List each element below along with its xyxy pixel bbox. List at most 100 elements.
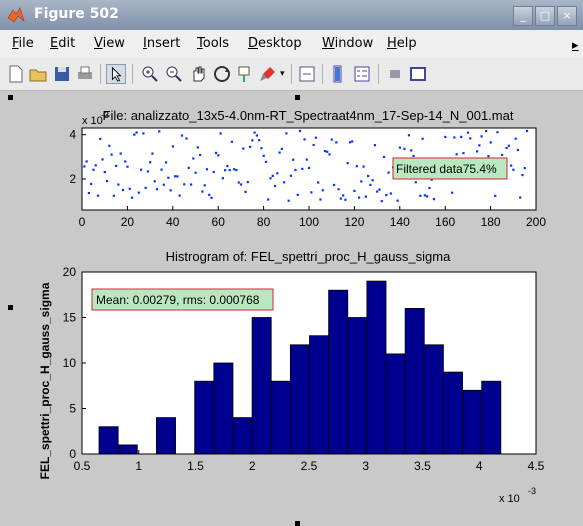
scatter-point — [83, 165, 86, 168]
menu-file[interactable]: File — [12, 36, 34, 51]
scatter-point — [226, 164, 229, 168]
legend-icon[interactable] — [352, 64, 372, 84]
histogram-bar — [328, 289, 349, 455]
bottom-annotation-text: Mean: 0.00279, rms: 0.000768 — [96, 293, 260, 307]
x-tick-label: 140 — [390, 215, 410, 229]
scatter-point — [423, 194, 426, 197]
scatter-point — [367, 174, 370, 178]
selection-handle[interactable] — [295, 521, 300, 526]
scatter-point — [369, 183, 372, 187]
scatter-point — [296, 193, 299, 196]
scatter-point — [376, 190, 379, 193]
y-tick-label: 4 — [69, 128, 76, 142]
x-tick-label: 60 — [212, 215, 226, 229]
scatter-point — [121, 188, 125, 192]
zoom-out-icon[interactable] — [164, 64, 184, 84]
scatter-point — [373, 144, 377, 147]
histogram-bar — [366, 280, 387, 455]
scatter-point — [260, 147, 263, 150]
scatter-point — [115, 164, 118, 167]
scatter-point — [339, 197, 342, 200]
scatter-point — [262, 154, 265, 157]
scatter-point — [162, 183, 165, 186]
scatter-point — [246, 180, 249, 184]
x-tick-label: 40 — [166, 215, 180, 229]
scatter-point — [248, 145, 252, 148]
link-plot-icon[interactable] — [297, 64, 317, 84]
scatter-point — [230, 140, 234, 143]
menu-insert[interactable]: Insert — [143, 36, 181, 51]
scatter-point — [444, 135, 447, 139]
selection-handle[interactable] — [295, 95, 300, 100]
menu-overflow-arrow[interactable]: ▸ — [572, 38, 579, 53]
select-arrow-icon[interactable] — [106, 64, 126, 84]
brush-icon[interactable] — [258, 64, 278, 84]
menu-desktop[interactable]: Desktop — [248, 36, 302, 51]
histogram-bar — [309, 335, 330, 455]
maximize-button[interactable]: □ — [535, 6, 555, 26]
scatter-point — [253, 131, 256, 134]
histogram-bar — [462, 389, 483, 455]
scatter-point — [485, 129, 488, 133]
scatter-point — [310, 191, 313, 194]
scatter-point — [183, 183, 186, 186]
scatter-point — [389, 192, 392, 195]
scatter-point — [357, 196, 361, 199]
scatter-point — [332, 183, 336, 187]
scatter-point — [90, 182, 93, 186]
close-button[interactable]: × — [557, 6, 577, 26]
scatter-point — [494, 194, 497, 197]
menu-tools[interactable]: Tools — [197, 36, 230, 51]
scatter-point — [233, 168, 236, 171]
brush-dropdown-icon[interactable]: ▾ — [280, 69, 285, 79]
show-plot-tools-icon[interactable] — [408, 64, 428, 84]
minimize-button[interactable]: _ — [513, 6, 533, 26]
selection-handle[interactable] — [8, 305, 13, 310]
scatter-point — [378, 188, 381, 191]
scatter-point — [273, 184, 277, 188]
hide-plot-tools-icon[interactable] — [385, 64, 405, 84]
scatter-point — [267, 198, 270, 201]
scatter-point — [224, 169, 227, 172]
scatter-point — [430, 178, 433, 181]
scatter-point — [155, 188, 159, 191]
save-icon[interactable] — [52, 64, 72, 84]
data-cursor-icon[interactable] — [236, 64, 256, 84]
scatter-point — [510, 164, 513, 167]
scatter-point — [505, 146, 508, 150]
scatter-point — [382, 155, 386, 159]
scatter-point — [235, 168, 238, 172]
rotate-3d-icon[interactable] — [212, 64, 232, 84]
scatter-point — [398, 146, 401, 149]
menu-edit[interactable]: Edit — [50, 36, 76, 51]
zoom-in-icon[interactable] — [140, 64, 160, 84]
print-icon[interactable] — [75, 64, 95, 84]
menu-window[interactable]: Window — [322, 36, 374, 51]
open-file-icon[interactable] — [28, 64, 48, 84]
scatter-point — [99, 137, 102, 141]
histogram-bar — [423, 344, 444, 455]
scatter-point — [189, 183, 193, 186]
selection-handle[interactable] — [8, 95, 13, 100]
scatter-point — [128, 187, 131, 190]
new-figure-icon[interactable] — [6, 64, 26, 84]
scatter-point — [387, 171, 390, 174]
scatter-point — [287, 199, 290, 202]
scatter-point — [167, 176, 170, 179]
menu-view[interactable]: View — [94, 36, 125, 51]
scatter-point — [171, 145, 174, 148]
bottom-x-exponent-power: -3 — [528, 486, 536, 496]
scatter-point — [292, 158, 295, 161]
scatter-point — [364, 195, 367, 198]
figure-toolbar: ▾ — [0, 57, 583, 91]
scatter-point — [301, 167, 304, 170]
colorbar-icon[interactable] — [328, 64, 348, 84]
scatter-point — [500, 153, 504, 157]
scatter-point — [169, 189, 172, 192]
scatter-point — [342, 194, 345, 197]
menu-help[interactable]: Help — [387, 36, 417, 51]
histogram-bar — [213, 362, 234, 455]
scatter-point — [428, 186, 431, 190]
scatter-point — [469, 137, 472, 140]
pan-hand-icon[interactable] — [188, 64, 208, 84]
